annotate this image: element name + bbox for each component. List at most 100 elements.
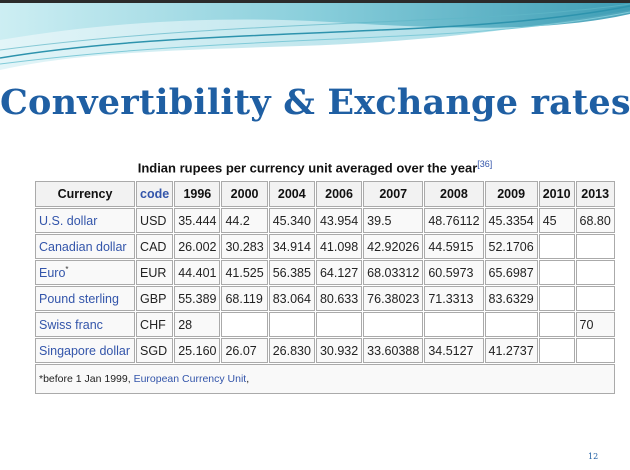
rate-cell: 44.401 [174, 260, 221, 285]
rate-cell: 41.525 [221, 260, 268, 285]
rate-cell: 26.07 [221, 338, 268, 363]
footnote-row: *before 1 Jan 1999, European Currency Un… [35, 364, 615, 394]
currency-link[interactable]: Swiss franc [39, 317, 103, 332]
rate-cell [575, 286, 615, 311]
rate-cell: 39.5 [363, 208, 424, 233]
footnote-cell: *before 1 Jan 1999, European Currency Un… [35, 364, 615, 394]
currency-name-cell: Euro* [35, 260, 136, 285]
page-number: 12 [588, 452, 599, 461]
table-row: Swiss franc CHF 28 70 [35, 312, 615, 337]
footnote-marker: * [65, 264, 69, 274]
footnote-tail: , [246, 373, 250, 385]
table-body: U.S. dollar USD 35.444 44.2 45.340 43.954 39.5… [35, 208, 615, 394]
table-row: U.S. dollar USD 35.444 44.2 45.340 43.954 39.5… [35, 208, 615, 233]
column-header: 2008 [424, 181, 484, 207]
header-wave-decoration [0, 3, 630, 70]
rate-cell: 34.914 [268, 234, 315, 259]
rate-cell [575, 338, 615, 363]
rate-cell: 26.002 [174, 234, 221, 259]
rate-cell [424, 312, 484, 337]
rate-cell: 83.6329 [484, 286, 538, 311]
rate-cell: 25.160 [174, 338, 221, 363]
currency-code-cell: EUR [136, 260, 174, 285]
rate-cell: 33.60388 [363, 338, 424, 363]
rate-cell: 52.1706 [484, 234, 538, 259]
rate-cell [538, 312, 575, 337]
rate-cell: 42.92026 [363, 234, 424, 259]
rate-cell: 68.80 [575, 208, 615, 233]
slide-top-border [0, 0, 630, 3]
rate-cell: 45.340 [268, 208, 315, 233]
table-row: Singapore dollar SGD 25.160 26.07 26.830 30.9… [35, 338, 615, 363]
currency-code-cell: SGD [136, 338, 174, 363]
column-header: 2000 [221, 181, 268, 207]
rate-cell: 64.127 [315, 260, 363, 285]
rate-cell: 30.932 [315, 338, 363, 363]
rate-cell: 45 [538, 208, 575, 233]
rate-cell: 65.6987 [484, 260, 538, 285]
currency-name-cell: U.S. dollar [35, 208, 136, 233]
rate-cell: 41.098 [315, 234, 363, 259]
rate-cell: 35.444 [174, 208, 221, 233]
rate-cell: 30.283 [221, 234, 268, 259]
rate-cell: 80.633 [315, 286, 363, 311]
footnote-text: *before 1 Jan 1999, [39, 373, 134, 385]
rate-cell: 41.2737 [484, 338, 538, 363]
currency-code-cell: CHF [136, 312, 174, 337]
rate-cell: 43.954 [315, 208, 363, 233]
currency-name-cell: Swiss franc [35, 312, 136, 337]
rate-cell [268, 312, 315, 337]
rate-cell: 34.5127 [424, 338, 484, 363]
rate-cell: 45.3354 [484, 208, 538, 233]
currency-name-cell: Canadian dollar [35, 234, 136, 259]
column-header: 2009 [484, 181, 538, 207]
currency-link[interactable]: Pound sterling [39, 291, 119, 306]
currency-name-cell: Singapore dollar [35, 338, 136, 363]
rate-cell: 70 [575, 312, 615, 337]
rate-cell [575, 260, 615, 285]
column-header: code [136, 181, 174, 207]
rate-cell [538, 260, 575, 285]
column-header: 2006 [315, 181, 363, 207]
rate-cell [363, 312, 424, 337]
currency-link[interactable]: Canadian dollar [39, 239, 127, 254]
rate-cell [315, 312, 363, 337]
footnote-link[interactable]: European Currency Unit [133, 373, 247, 385]
rate-cell: 28 [174, 312, 221, 337]
column-header: 2004 [268, 181, 315, 207]
rate-cell: 55.389 [174, 286, 221, 311]
rate-cell: 26.830 [268, 338, 315, 363]
table-caption-text: Indian rupees per currency unit averaged… [137, 160, 478, 176]
rate-cell: 83.064 [268, 286, 315, 311]
table-row: Pound sterling GBP 55.389 68.119 83.064 80.63… [35, 286, 615, 311]
rate-cell: 76.38023 [363, 286, 424, 311]
currency-link[interactable]: Singapore dollar [39, 343, 131, 358]
rate-cell [221, 312, 268, 337]
exchange-rate-table-container: Currency code 1996 2000 2004 2006 2007 2008 2009… [34, 180, 616, 395]
rate-cell [484, 312, 538, 337]
table-caption: Indian rupees per currency unit averaged… [34, 159, 596, 175]
rate-cell: 48.76112 [424, 208, 484, 233]
rate-cell [538, 234, 575, 259]
rate-cell: 60.5973 [424, 260, 484, 285]
currency-code-cell: CAD [136, 234, 174, 259]
currency-code-cell: USD [136, 208, 174, 233]
rate-cell [538, 286, 575, 311]
rate-cell: 56.385 [268, 260, 315, 285]
table-header-row: Currency code 1996 2000 2004 2006 2007 2008 2009… [35, 181, 615, 207]
caption-reference-link[interactable]: [36] [477, 159, 493, 169]
column-header: 2007 [363, 181, 424, 207]
rate-cell [538, 338, 575, 363]
currency-code-cell: GBP [136, 286, 174, 311]
currency-link[interactable]: U.S. dollar [39, 213, 98, 228]
rate-cell: 44.5915 [424, 234, 484, 259]
table-row: Canadian dollar CAD 26.002 30.283 34.914 41.0… [35, 234, 615, 259]
column-header: 1996 [174, 181, 221, 207]
rate-cell [575, 234, 615, 259]
column-header: 2013 [575, 181, 615, 207]
currency-link[interactable]: Euro [39, 266, 66, 281]
column-header: 2010 [538, 181, 575, 207]
currency-name-cell: Pound sterling [35, 286, 136, 311]
rate-cell: 71.3313 [424, 286, 484, 311]
exchange-rate-table: Currency code 1996 2000 2004 2006 2007 2008 2009… [34, 180, 616, 395]
